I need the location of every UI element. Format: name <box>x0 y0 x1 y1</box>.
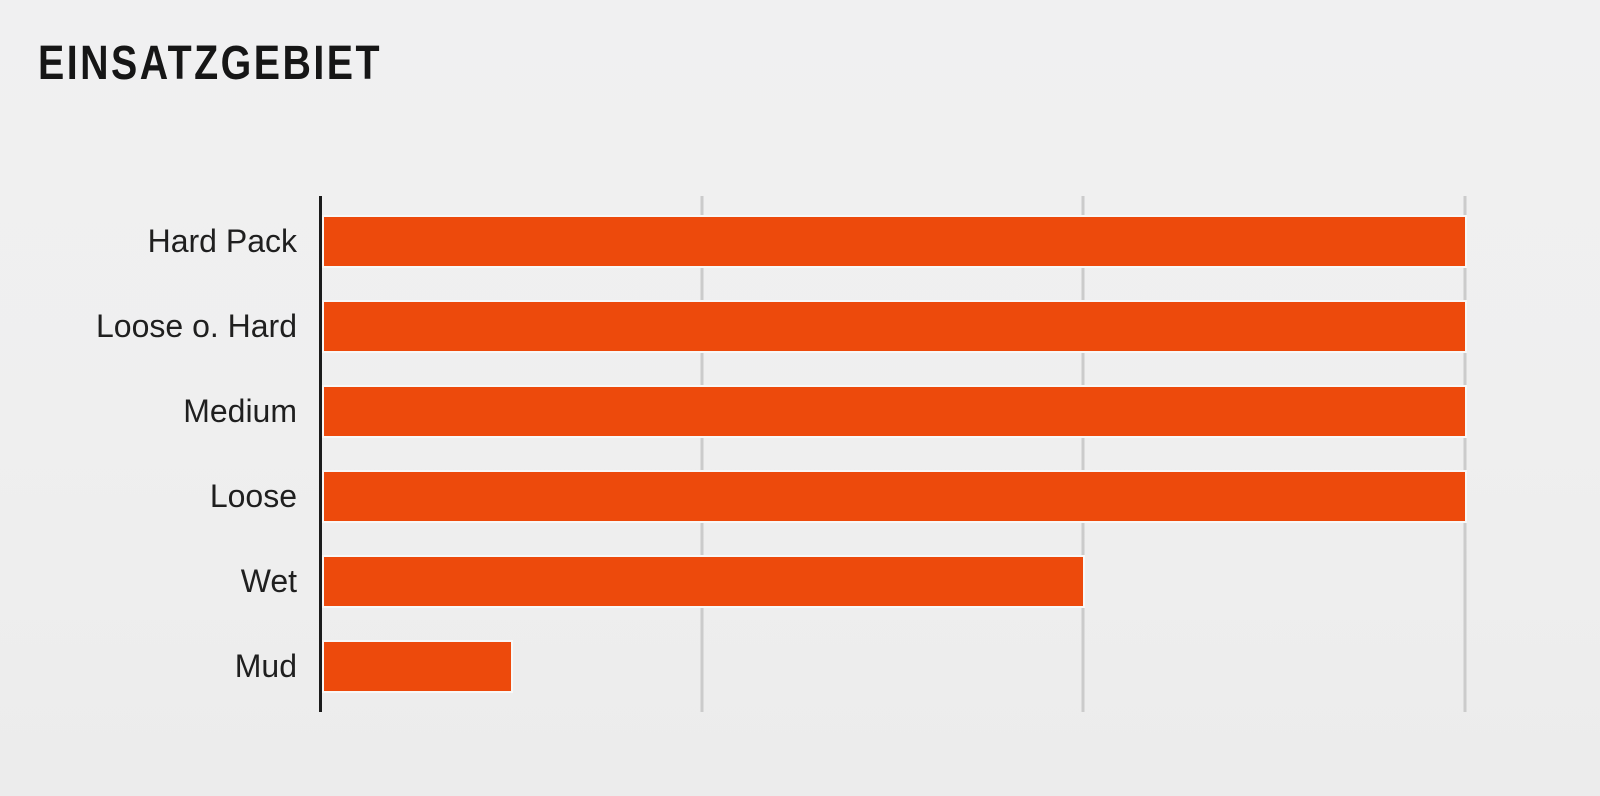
gridline-x-3 <box>1463 196 1467 712</box>
chart-row-medium: Medium <box>0 385 1600 438</box>
bar-wet <box>322 555 1085 608</box>
bar-medium <box>322 385 1467 438</box>
bar-loose-o-hard <box>322 300 1467 353</box>
chart-row-mud: Mud <box>0 640 1600 693</box>
category-label-hard-pack: Hard Pack <box>147 223 297 259</box>
chart-row-wet: Wet <box>0 555 1600 608</box>
y-axis-line <box>319 196 322 712</box>
bar-loose <box>322 470 1467 523</box>
category-label-loose-o-hard: Loose o. Hard <box>95 308 297 344</box>
gridline-x-2 <box>1081 196 1085 712</box>
category-label-medium: Medium <box>183 393 297 429</box>
chart-title: EINSATZGEBIET <box>38 37 382 90</box>
category-label-wet: Wet <box>240 563 297 599</box>
bar-mud <box>322 640 513 693</box>
chart-row-loose-o-hard: Loose o. Hard <box>0 300 1600 353</box>
chart-row-hard-pack: Hard Pack <box>0 215 1600 268</box>
gridline-x-1 <box>700 196 704 712</box>
category-label-mud: Mud <box>234 648 297 684</box>
chart-row-loose: Loose <box>0 470 1600 523</box>
plot-area <box>319 196 1467 712</box>
bar-chart: Hard Pack Loose o. Hard Medium Loose Wet Mud <box>0 196 1600 712</box>
category-label-loose: Loose <box>209 478 297 514</box>
bar-hard-pack <box>322 215 1467 268</box>
